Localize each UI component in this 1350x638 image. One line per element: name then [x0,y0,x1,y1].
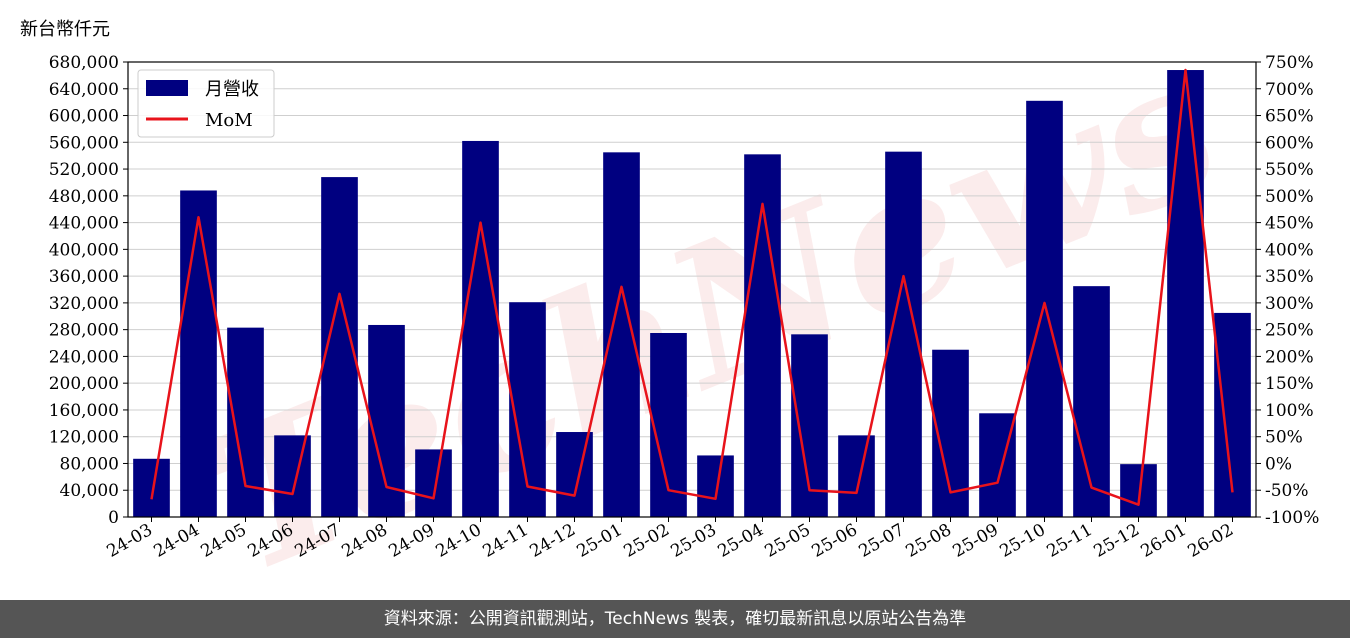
x-tick-label: 25-07 [856,520,908,562]
bar [133,458,170,517]
y-left-tick-label: 400,000 [49,240,119,260]
y-right-tick-label: 100% [1265,401,1314,421]
y-right-tick-label: 250% [1265,321,1314,341]
unit-label: 新台幣仟元 [20,19,110,40]
bar [415,449,452,517]
y-left-tick-label: 680,000 [49,53,119,73]
mom-line [150,68,1234,506]
y-left-tick-label: 360,000 [49,267,119,287]
y-left-tick-label: 520,000 [49,160,119,180]
x-tick-label: 25-08 [903,520,955,562]
bar [603,152,640,518]
bar [838,435,875,517]
y-right-tick-label: 450% [1265,214,1314,234]
y-left-tick-label: 0 [108,508,119,528]
y-right-tick-label: 350% [1265,267,1314,287]
x-tick-label: 25-10 [997,520,1049,562]
y-left-tick-label: 40,000 [60,481,119,501]
y-right-tick-label: 550% [1265,160,1314,180]
x-tick-label: 25-02 [621,520,673,562]
y-left-tick-label: 280,000 [49,321,119,341]
legend: 月營收 MoM [137,69,275,138]
x-tick-label: 26-02 [1185,520,1237,562]
y-left-tick-label: 480,000 [49,187,119,207]
y-right-tick-label: 600% [1265,133,1314,153]
y-right-tick-label: 750% [1265,53,1314,73]
y-right-tick-label: 50% [1265,428,1303,448]
footer-source-note: 資料來源：公開資訊觀測站，TechNews 製表，確切最新訊息以原站公告為準 [0,600,1350,638]
y-right-tick-label: 300% [1265,294,1314,314]
x-tick-label: 25-12 [1091,520,1143,562]
y-right-tick-label: 0% [1265,454,1292,474]
x-tick-label: 25-01 [574,520,626,562]
y-right-tick-label: 700% [1265,80,1314,100]
bar [979,413,1016,517]
bar [274,435,311,517]
x-tick-label: 25-09 [950,520,1002,562]
x-tick-label: 25-03 [668,520,720,562]
legend-label-mom: MoM [205,110,253,131]
y-left-tick-label: 200,000 [49,374,119,394]
x-tick-label: 24-04 [151,520,203,562]
y-left-tick-label: 80,000 [60,454,119,474]
y-right-tick-label: -100% [1265,508,1319,528]
bar [180,190,217,517]
y-left-tick-label: 160,000 [49,401,119,421]
y-right-tick-label: 150% [1265,374,1314,394]
bar [697,455,734,517]
revenue-chart: TechNews040,00080,000120,000160,000200,0… [49,13,1320,600]
plot-frame [127,61,1257,518]
y-left-tick-label: 440,000 [49,214,119,234]
bar [462,140,499,518]
y-left-tick-label: 240,000 [49,347,119,367]
x-tick-label: 25-05 [762,520,814,562]
x-tick-label: 24-12 [527,520,579,562]
x-tick-label: 25-06 [809,520,861,562]
y-right-tick-label: 500% [1265,187,1314,207]
y-left-tick-label: 320,000 [49,294,119,314]
y-left-tick-label: 120,000 [49,428,119,448]
x-tick-label: 25-11 [1044,520,1096,562]
y-right-tick-label: 200% [1265,347,1314,367]
x-tick-label: 26-01 [1138,520,1190,562]
y-right-tick-label: 650% [1265,107,1314,127]
bar [556,432,593,517]
bar [1167,70,1204,517]
legend-swatch-bar [146,80,188,96]
y-right-tick-label: -50% [1265,481,1309,501]
y-left-tick-label: 560,000 [49,133,119,153]
x-tick-label: 25-04 [715,520,767,562]
bar [1026,100,1063,517]
y-left-tick-label: 640,000 [49,80,119,100]
y-left-tick-label: 600,000 [49,107,119,127]
bar [744,154,781,517]
y-right-tick-label: 400% [1265,240,1314,260]
bar [1120,464,1157,517]
bar [1073,286,1110,517]
legend-label-revenue: 月營收 [205,79,259,100]
